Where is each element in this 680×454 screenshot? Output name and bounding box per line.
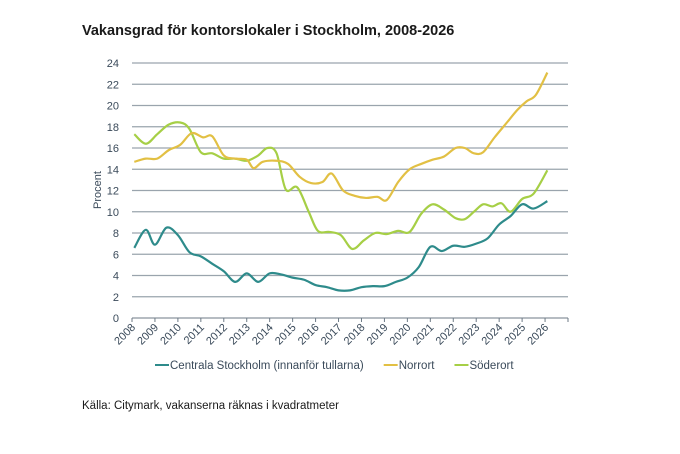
x-tick-label: 2026 [525,322,551,348]
x-tick-label: 2009 [135,322,161,348]
legend-label: Norrort [399,360,436,372]
series-lines [133,72,549,292]
y-tick-label: 6 [113,249,119,261]
x-tick-label: 2020 [388,322,414,348]
x-tick-label: 2021 [411,322,437,348]
series-line-0 [133,200,548,292]
x-tick-label: 2022 [434,322,460,348]
y-tick-label: 2 [113,292,119,304]
legend-label: Centrala Stockholm (innanför tullarna) [170,360,364,372]
y-tick-label: 4 [113,271,119,283]
legend-label: Söderort [469,360,514,372]
y-tick-label: 14 [107,164,119,176]
x-tick-label: 2014 [250,322,276,348]
x-axis: 2008200920102011201220132014201520162017… [112,317,569,348]
x-tick-label: 2015 [273,322,299,348]
y-tick-label: 8 [113,228,119,240]
series-line-1 [133,72,549,202]
y-tick-label: 20 [107,101,119,113]
y-tick-label: 22 [107,79,119,91]
x-tick-label: 2016 [296,322,322,348]
x-tick-label: 2019 [365,322,391,348]
x-tick-label: 2013 [227,322,253,348]
x-tick-label: 2010 [158,322,184,348]
y-tick-label: 12 [107,186,119,198]
y-tick-label: 0 [113,313,119,325]
series-line-2 [133,121,549,251]
y-tick-label: 10 [107,207,119,219]
legend: Centrala Stockholm (innanför tullarna) No… [155,360,514,372]
x-tick-label: 2017 [319,322,345,348]
x-tick-label: 2008 [112,322,138,348]
x-tick-label: 2018 [342,322,368,348]
x-tick-label: 2023 [457,322,483,348]
y-tick-label: 16 [107,143,119,155]
x-tick-label: 2025 [502,322,528,348]
gridlines [132,62,568,298]
chart-title: Vakansgrad för kontorslokaler i Stockhol… [82,23,454,39]
source-note: Källa: Citymark, vakanserna räknas i kva… [82,400,339,412]
x-tick-label: 2012 [204,322,230,348]
x-tick-label: 2011 [182,322,207,347]
y-axis-label: Procent [92,171,104,209]
y-tick-label: 18 [107,122,119,134]
y-tick-label: 24 [107,58,119,70]
x-tick-label: 2024 [479,322,505,348]
